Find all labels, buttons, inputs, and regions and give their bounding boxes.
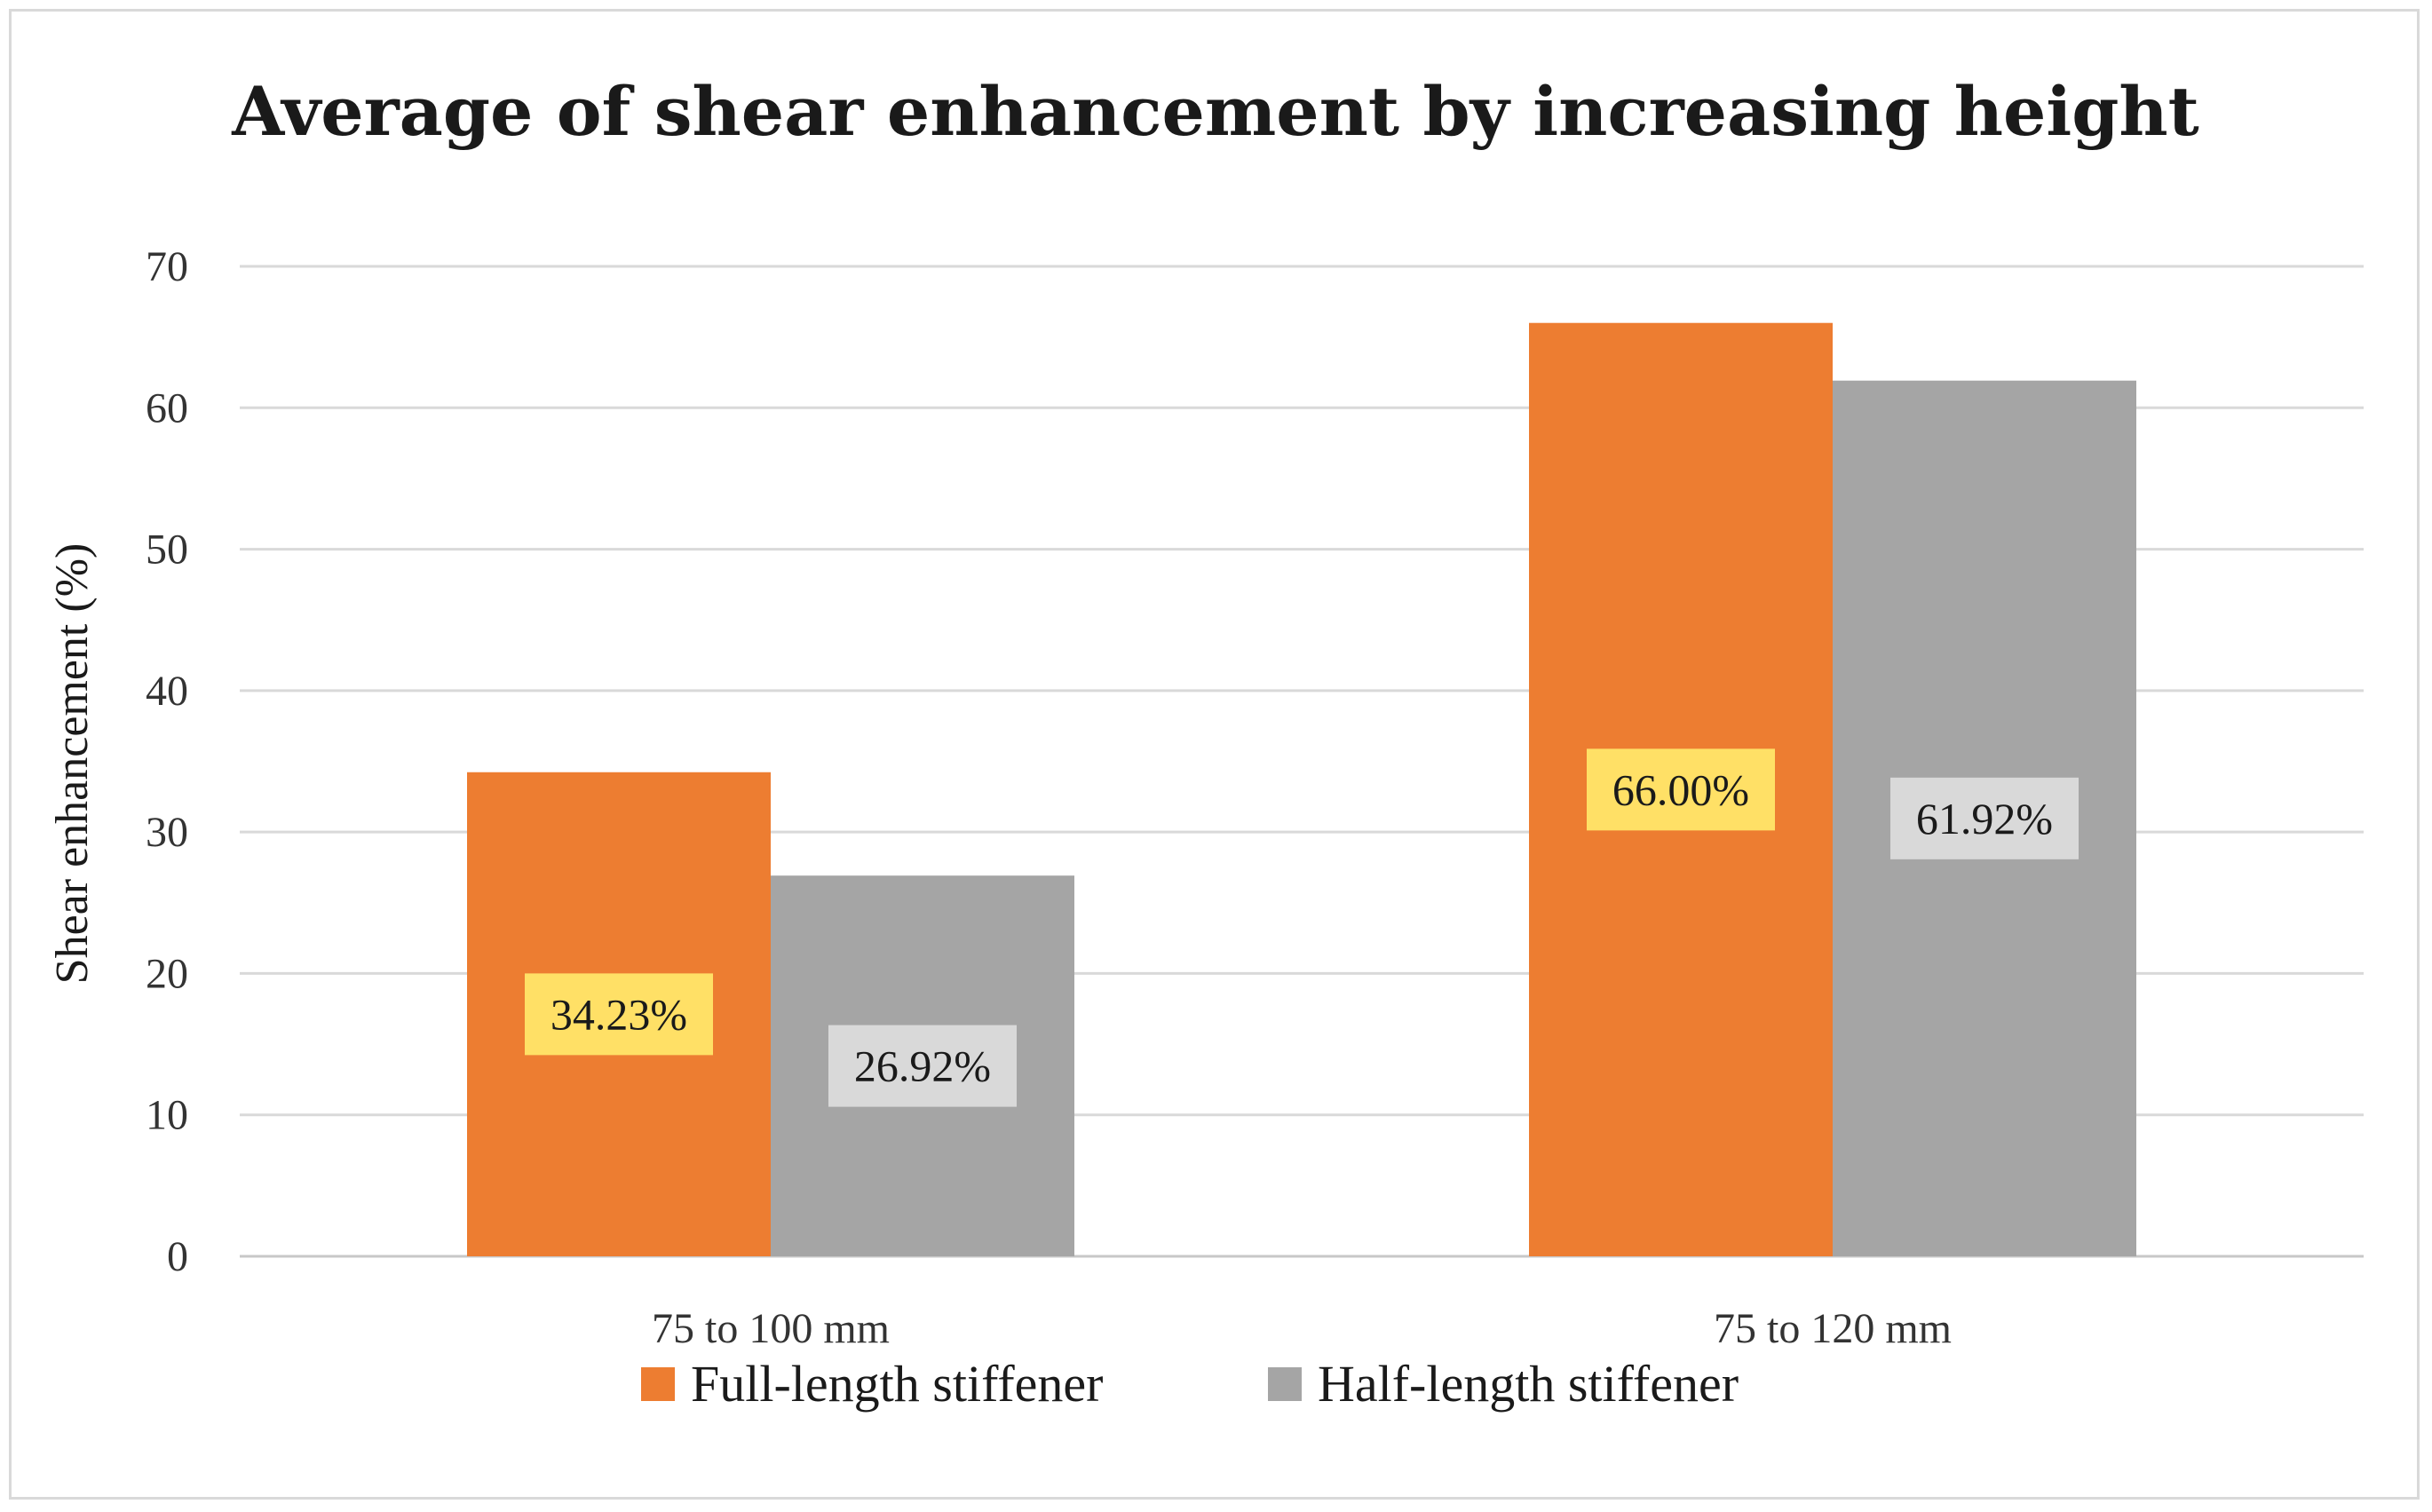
- y-tick-label: 0: [167, 1233, 188, 1280]
- legend-entry: Full-length stiffener: [691, 1355, 1103, 1413]
- data-label-box: [1890, 777, 2079, 859]
- bars: [467, 322, 2136, 1256]
- x-axis-ticks: 75 to 100 mm 75 to 120 mm: [652, 1305, 1952, 1352]
- legend-swatch: [1268, 1367, 1302, 1401]
- y-tick-label: 30: [146, 809, 188, 856]
- y-tick-label: 60: [146, 384, 188, 431]
- y-tick-label: 20: [146, 950, 188, 997]
- data-label: 66.00%: [1612, 764, 1749, 814]
- y-tick-label: 70: [146, 243, 188, 290]
- legend-entry: Half-length stiffener: [1318, 1355, 1739, 1413]
- y-axis-ticks: 0 10 20 30 40 50 60 70: [146, 243, 188, 1280]
- x-tick-label: 75 to 120 mm: [1714, 1305, 1952, 1352]
- legend: Full-length stiffener Half-length stiffen…: [641, 1355, 1739, 1413]
- data-label: 34.23%: [551, 989, 687, 1039]
- chart-title: Average of shear enhancement by increasi…: [231, 72, 2199, 151]
- y-tick-label: 40: [146, 668, 188, 715]
- data-label-box: [525, 973, 713, 1056]
- x-tick-label: 75 to 100 mm: [652, 1305, 890, 1352]
- data-label: 61.92%: [1916, 794, 2053, 843]
- y-tick-label: 50: [146, 526, 188, 574]
- y-axis-label: Shear enhancement (%): [47, 543, 98, 985]
- data-label-box: [828, 1025, 1017, 1107]
- data-labels: 34.23% 26.92% 66.00% 61.92%: [525, 748, 2079, 1107]
- data-label-box: [1587, 748, 1775, 831]
- legend-swatch: [641, 1367, 675, 1401]
- data-label: 26.92%: [854, 1041, 991, 1091]
- y-tick-label: 10: [146, 1092, 188, 1139]
